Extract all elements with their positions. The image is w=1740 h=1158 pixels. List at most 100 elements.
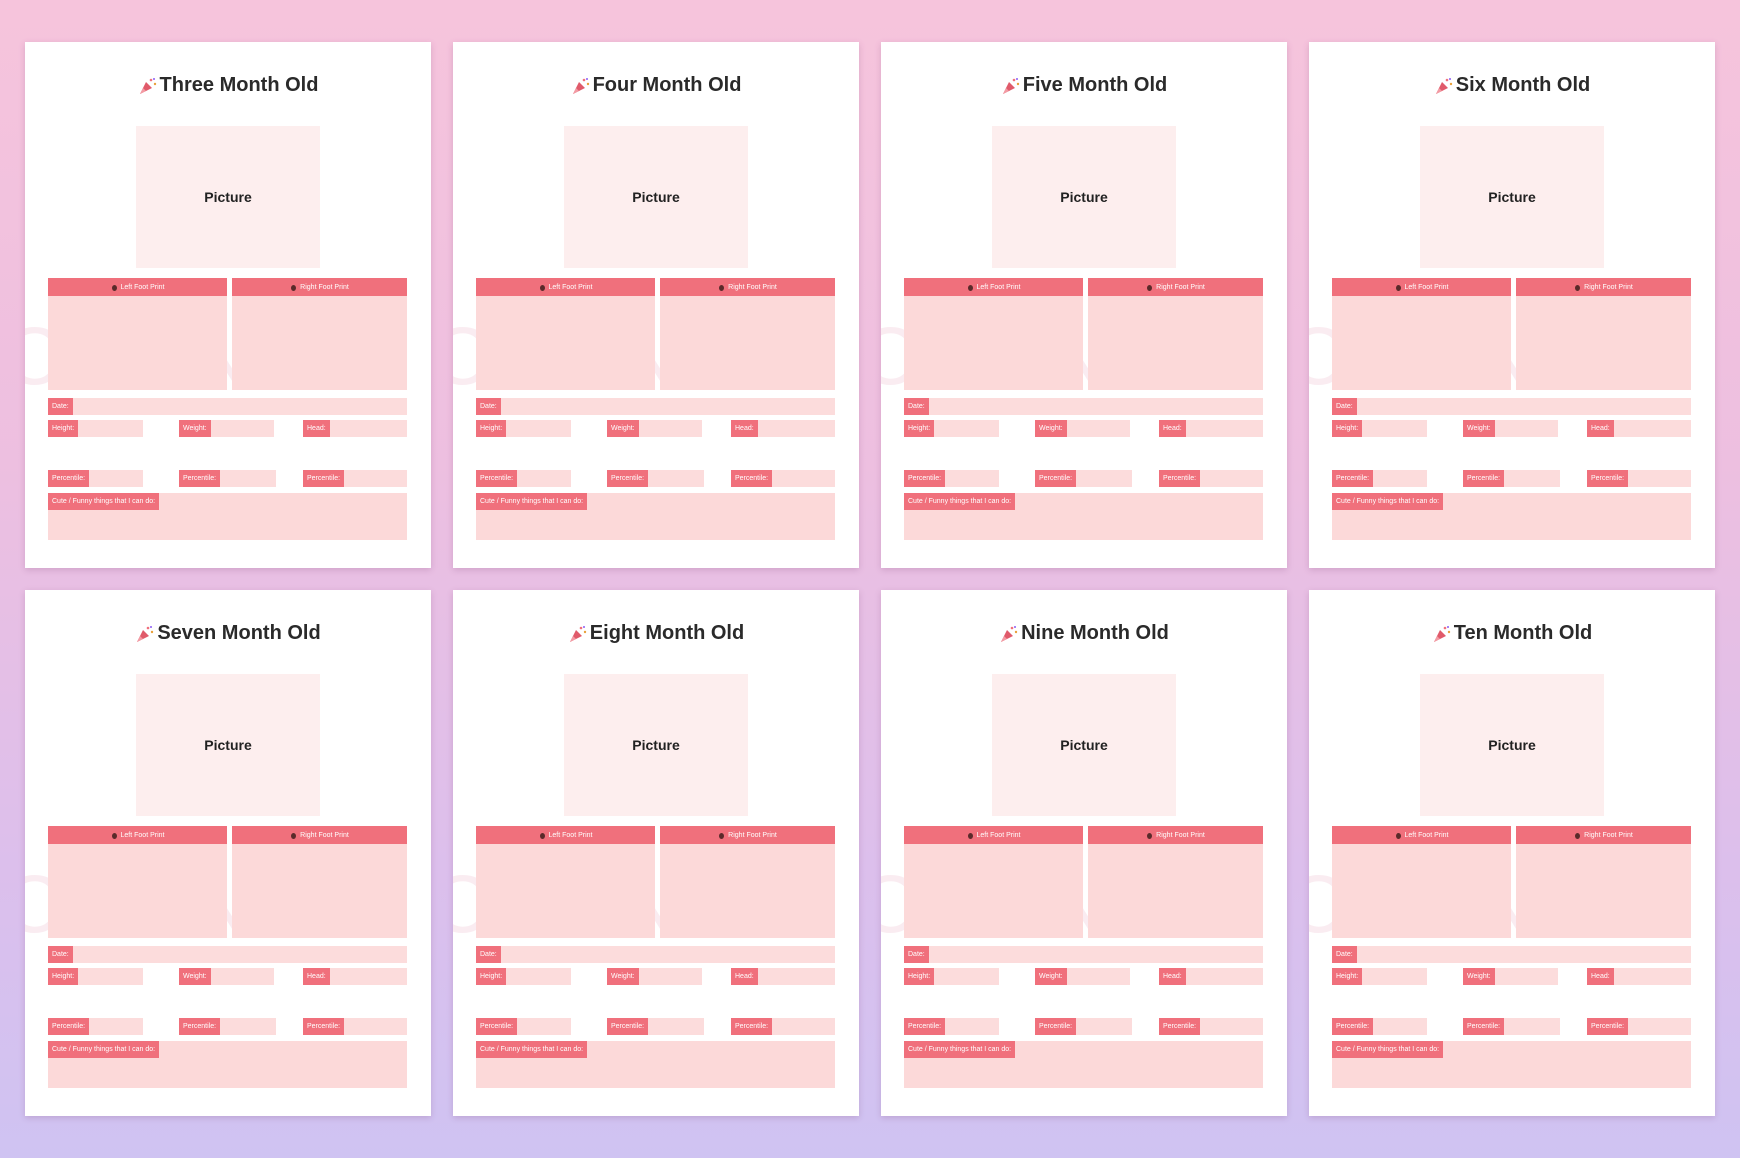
right-foot-print-box: Right Foot Print [1516,278,1691,390]
left-foot-label: Left Foot Print [976,283,1021,291]
left-foot-print-box: Left Foot Print [476,826,655,938]
head-field: Head: [303,968,407,985]
page-title: Three Month Old [25,74,431,97]
percentile-label: Percentile: [607,1018,649,1035]
notes-field: Cute / Funny things that I can do: [1332,1041,1691,1088]
notes-label: Cute / Funny things that I can do: [1332,493,1444,510]
weight-field: Weight: [1463,968,1558,985]
percentile-label: Percentile: [1159,1018,1201,1035]
notes-field: Cute / Funny things that I can do: [1332,493,1691,540]
right-foot-label: Right Foot Print [1584,283,1633,291]
height-percentile-field: Percentile: [904,1018,999,1035]
page-title-text: Ten Month Old [1453,622,1593,644]
weight-percentile-field: Percentile: [1463,1018,1560,1035]
page-title-text: Five Month Old [1022,74,1168,96]
height-label: Height: [476,968,507,985]
head-label: Head: [1159,420,1186,437]
notes-field: Cute / Funny things that I can do: [48,493,407,540]
percentile-label: Percentile: [1035,1018,1077,1035]
party-popper-icon [1435,77,1452,94]
notes-label: Cute / Funny things that I can do: [1332,1041,1444,1058]
percentile-label: Percentile: [1159,470,1201,487]
height-field: Height: [48,968,143,985]
footprint-icon [1147,833,1153,839]
footprint-icon [1575,285,1581,291]
left-foot-print-box: Left Foot Print [904,278,1083,390]
footprint-icon [719,285,725,291]
right-foot-label: Right Foot Print [300,831,349,839]
height-percentile-field: Percentile: [1332,1018,1427,1035]
date-label: Date: [904,398,929,415]
footprint-icon [111,285,117,291]
party-popper-icon [139,77,156,94]
height-label: Height: [1332,420,1363,437]
footprint-icon [1395,833,1401,839]
percentile-label: Percentile: [476,1018,518,1035]
percentile-label: Percentile: [1332,470,1374,487]
picture-box: Picture [564,674,748,816]
date-field: Date: [48,398,407,415]
page-title-text: Three Month Old [159,74,319,96]
height-label: Height: [48,968,79,985]
head-percentile-field: Percentile: [1587,470,1691,487]
notes-field: Cute / Funny things that I can do: [904,1041,1263,1088]
head-field: Head: [1587,420,1691,437]
head-percentile-field: Percentile: [1159,470,1263,487]
footprint-icon [719,833,725,839]
height-field: Height: [1332,420,1427,437]
date-label: Date: [1332,946,1357,963]
picture-label: Picture [632,189,680,205]
footprint-icon [539,285,545,291]
head-label: Head: [1587,420,1614,437]
weight-label: Weight: [179,420,211,437]
footprint-icon [1147,285,1153,291]
height-percentile-field: Percentile: [904,470,999,487]
right-foot-print-box: Right Foot Print [660,278,835,390]
right-foot-label: Right Foot Print [728,831,777,839]
percentile-label: Percentile: [731,470,773,487]
picture-label: Picture [1060,189,1108,205]
right-foot-label: Right Foot Print [728,283,777,291]
footprint-icon [111,833,117,839]
weight-label: Weight: [607,420,639,437]
notes-label: Cute / Funny things that I can do: [476,1041,588,1058]
head-percentile-field: Percentile: [1159,1018,1263,1035]
milestone-page: CraftNest Seven Month Old Picture Left F… [25,590,431,1116]
right-foot-print-box: Right Foot Print [1516,826,1691,938]
height-label: Height: [904,968,935,985]
head-percentile-field: Percentile: [731,1018,835,1035]
left-foot-label: Left Foot Print [1404,831,1449,839]
notes-label: Cute / Funny things that I can do: [476,493,588,510]
page-title-text: Four Month Old [592,74,742,96]
footprint-icon [967,285,973,291]
head-field: Head: [303,420,407,437]
weight-percentile-field: Percentile: [1035,470,1132,487]
left-foot-print-box: Left Foot Print [1332,826,1511,938]
percentile-label: Percentile: [1332,1018,1374,1035]
milestone-page: CraftNest Ten Month Old Picture Left Foo… [1309,590,1715,1116]
height-percentile-field: Percentile: [48,470,143,487]
picture-box: Picture [136,674,320,816]
right-foot-label: Right Foot Print [1156,831,1205,839]
height-field: Height: [904,420,999,437]
height-label: Height: [476,420,507,437]
height-percentile-field: Percentile: [476,1018,571,1035]
head-field: Head: [731,968,835,985]
page-title-text: Nine Month Old [1021,622,1169,644]
page-title-text: Eight Month Old [589,622,745,644]
left-foot-label: Left Foot Print [976,831,1021,839]
percentile-label: Percentile: [1587,1018,1629,1035]
percentile-label: Percentile: [904,1018,946,1035]
date-label: Date: [48,398,73,415]
picture-box: Picture [1420,126,1604,268]
percentile-label: Percentile: [1463,1018,1505,1035]
head-label: Head: [303,420,330,437]
height-field: Height: [48,420,143,437]
page-title: Five Month Old [881,74,1287,97]
left-foot-label: Left Foot Print [548,283,593,291]
weight-label: Weight: [1035,968,1067,985]
height-field: Height: [476,420,571,437]
picture-box: Picture [992,674,1176,816]
weight-label: Weight: [179,968,211,985]
left-foot-print-box: Left Foot Print [904,826,1083,938]
